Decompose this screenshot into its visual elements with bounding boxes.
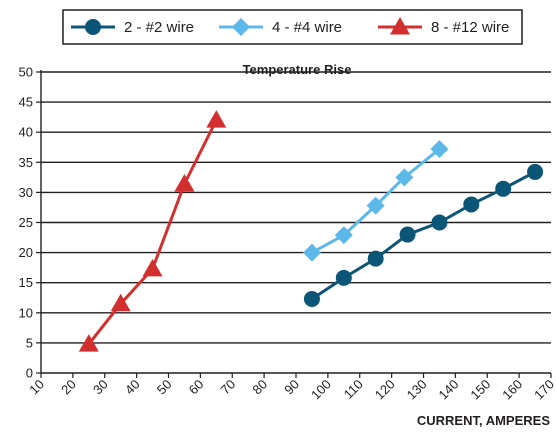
x-tick-label: 70 (218, 377, 239, 398)
y-tick-label: 45 (19, 95, 33, 110)
y-tick-label: 20 (19, 245, 33, 260)
x-tick-label: 170 (531, 377, 556, 403)
x-tick-label: 80 (249, 377, 270, 398)
x-tick-label: 50 (154, 377, 175, 398)
legend: 2 - #2 wire 4 - #4 wire 8 - #12 wire (71, 17, 509, 36)
data-point (431, 214, 448, 231)
gridlines (41, 71, 551, 344)
legend-label: 4 - #4 wire (272, 19, 342, 36)
data-point (334, 226, 353, 245)
series-group (78, 110, 544, 352)
y-tick-label: 35 (19, 155, 33, 170)
x-tick-label: 100 (308, 377, 334, 403)
y-tick-label: 10 (19, 305, 33, 320)
x-tick-label: 40 (122, 377, 143, 398)
data-point (399, 226, 416, 243)
data-point (302, 243, 321, 262)
data-point (110, 293, 131, 312)
x-tick-label: 160 (499, 377, 525, 403)
legend-label: 8 - #12 wire (431, 19, 509, 36)
data-point (366, 196, 385, 215)
y-tick-label: 30 (19, 185, 33, 200)
chart-title: Temperature Rise (243, 62, 352, 77)
y-tick-label: 5 (26, 335, 33, 350)
x-axis-label: CURRENT, AMPERES (417, 413, 550, 428)
y-tick-label: 0 (26, 366, 33, 381)
data-point (206, 110, 227, 128)
data-point (527, 163, 544, 180)
series-2 (302, 140, 449, 262)
data-point (78, 334, 99, 352)
data-point (495, 180, 512, 197)
x-tick-label: 140 (436, 377, 462, 403)
data-point (142, 258, 163, 277)
x-tick-label: 130 (404, 377, 430, 403)
x-tick-label: 110 (341, 377, 366, 402)
x-tick-label: 120 (372, 377, 398, 403)
x-tick-label: 150 (467, 377, 493, 403)
y-tick-labels: 0 5 10 15 20 25 30 35 40 45 50 (19, 65, 33, 381)
legend-item: 8 - #12 wire (378, 17, 509, 36)
legend-item: 2 - #2 wire (71, 19, 194, 36)
legend-marker-icon (232, 18, 250, 36)
axes (36, 70, 552, 378)
data-point (395, 168, 414, 187)
data-point (430, 140, 449, 159)
data-point (303, 290, 320, 307)
x-tick-label: 30 (90, 377, 111, 398)
y-tick-label: 40 (19, 125, 33, 140)
data-point (463, 196, 480, 213)
x-tick-label: 90 (281, 377, 302, 398)
y-tick-label: 25 (19, 215, 33, 230)
legend-box (62, 9, 523, 45)
series-line (87, 119, 218, 346)
y-tick-label: 15 (19, 275, 33, 290)
series-3 (78, 110, 227, 352)
x-tick-label: 20 (58, 377, 79, 398)
data-point (367, 250, 384, 267)
series-1 (303, 163, 544, 307)
legend-label: 2 - #2 wire (124, 19, 194, 36)
legend-marker-icon (85, 19, 101, 35)
data-point (335, 269, 352, 286)
y-tick-label: 50 (19, 65, 33, 80)
data-point (174, 173, 195, 192)
legend-marker-icon (390, 17, 410, 35)
x-tick-label: 60 (186, 377, 207, 398)
legend-item: 4 - #4 wire (219, 18, 342, 36)
x-tick-labels: 10 20 30 40 50 60 70 80 90 100 110 120 130 140 150 160 1… (26, 377, 556, 403)
